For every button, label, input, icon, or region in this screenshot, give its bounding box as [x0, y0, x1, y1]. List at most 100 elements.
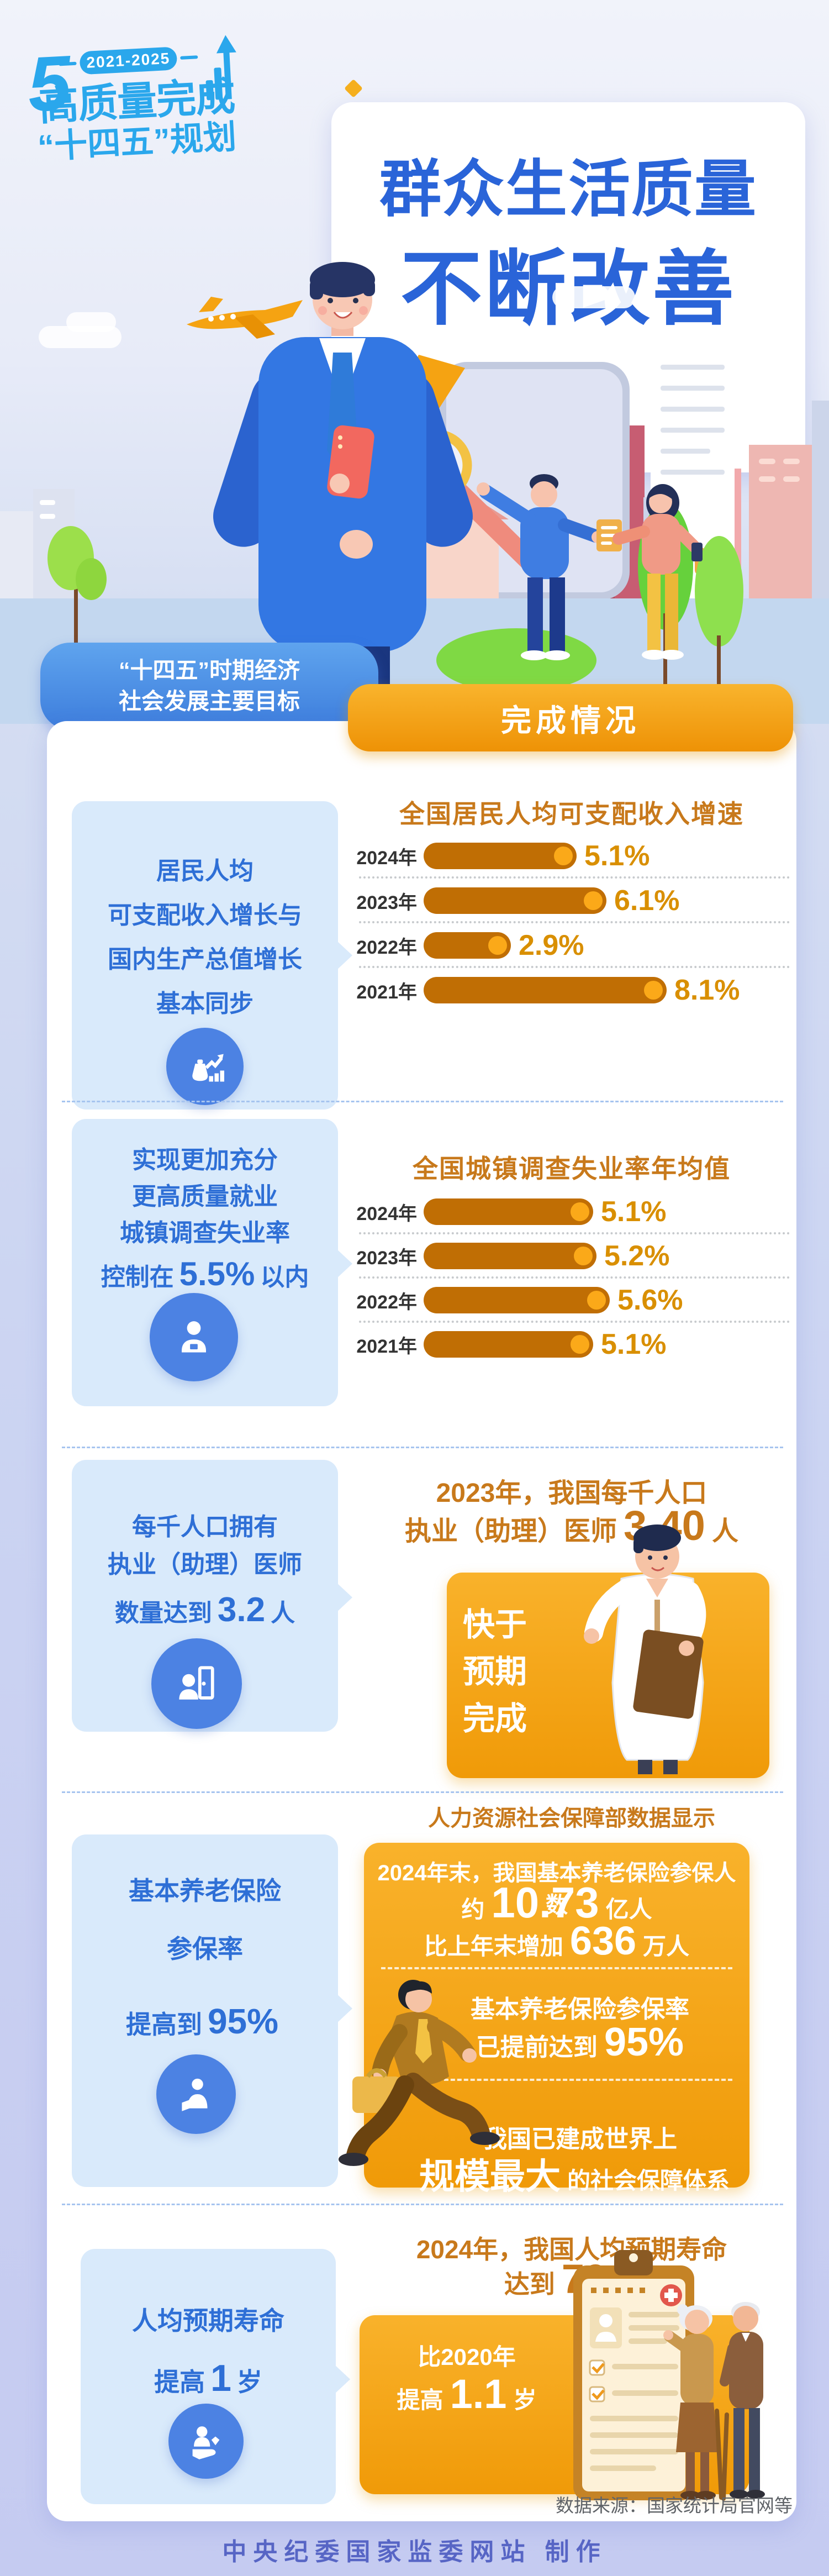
woman-with-phone: [612, 484, 703, 660]
goal-line-big: 3.2: [217, 1591, 266, 1629]
bar-row: 2022年 5.6%: [353, 1284, 795, 1316]
bar-value: 5.2%: [604, 1240, 670, 1272]
bar-row: 2023年 5.2%: [353, 1240, 795, 1272]
section-divider: [62, 1101, 783, 1102]
care-icon: [168, 2404, 244, 2479]
stat-heading-pre: 达到: [504, 2270, 555, 2299]
goal-box-pension: 基本养老保险 参保率 提高到 95%: [72, 1834, 352, 2187]
row-divider: [359, 876, 790, 879]
goal-box-lifespan: 人均预期寿命 提高 1 岁: [81, 2249, 350, 2504]
goal-line: 居民人均: [156, 858, 254, 885]
chart-title: 全国城镇调查失业率年均值: [413, 1154, 731, 1183]
panel-divider: [381, 1967, 732, 1969]
goal-line-pre: 控制在: [101, 1264, 174, 1291]
elderly-couple-illustration: [663, 2302, 765, 2501]
logo-title-line2: “十四五”规划: [36, 118, 237, 166]
panel-line-big: 95%: [604, 2020, 684, 2064]
worker-icon: [150, 1293, 238, 1381]
panel-line: 比2020年: [418, 2344, 516, 2370]
speech-tail: [336, 940, 352, 971]
bar: [424, 1198, 593, 1225]
bar: [424, 932, 511, 959]
goal-line-post: 人: [271, 1600, 295, 1627]
bar: [424, 1287, 610, 1313]
stat-heading-pre: 执业（助理）医师: [405, 1517, 617, 1546]
section-divider: [62, 2204, 783, 2205]
stat-heading: 人力资源社会保障部数据显示: [428, 1806, 715, 1831]
man-with-magnifier: [477, 474, 604, 660]
bar-knob: [587, 1291, 606, 1310]
panel-line: 2024年末，我国基本养老保险参保人数: [377, 1861, 736, 1917]
status-badge: 快于 预期 完成: [462, 1601, 528, 1742]
stat-heading-line1: 2023年，我国每千人口: [436, 1479, 707, 1508]
stat-heading-post: 人: [711, 1517, 738, 1546]
health-clipboard-illustration: [573, 2250, 694, 2500]
bar: [424, 1243, 596, 1269]
panel-line-pre: 约: [461, 1896, 485, 1922]
row-divider: [359, 1321, 790, 1323]
badge-line: 完成: [462, 1701, 527, 1737]
speech-tail: [336, 1993, 352, 2025]
bar-value: 5.1%: [601, 1328, 667, 1360]
bar: [424, 887, 606, 914]
bar-value: 2.9%: [519, 929, 584, 961]
bar-row: 2022年 2.9%: [353, 929, 795, 961]
logo-dash: [59, 61, 77, 66]
bar-knob: [571, 1202, 589, 1221]
goal-line-post: 以内: [260, 1264, 309, 1291]
goal-box-income: 居民人均 可支配收入增长与 国内生产总值增长 基本同步: [72, 801, 352, 1110]
panel-line-big: 636: [569, 1919, 637, 1963]
goal-pill-line1: “十四五”时期经济: [119, 658, 300, 683]
panel-line-big: 10.73: [491, 1878, 599, 1927]
goal-line-pre: 数量达到: [114, 1600, 212, 1627]
goal-line: 国内生产总值增长: [108, 946, 302, 973]
goal-box-doctors: 每千人口拥有 执业（助理）医师 数量达到 3.2 人: [72, 1460, 352, 1732]
bar-value: 5.6%: [617, 1284, 683, 1316]
goal-line: 每千人口拥有: [132, 1513, 278, 1541]
panel-line-pre: 提高: [397, 2387, 443, 2413]
section-divider: [62, 1447, 783, 1448]
goal-line-big: 95%: [207, 2001, 279, 2041]
goal-line-big: 1: [210, 2357, 231, 2399]
bar-knob: [571, 1335, 589, 1354]
goal-header-pill: “十四五”时期经济 社会发展主要目标: [40, 643, 378, 730]
bar-value: 8.1%: [674, 974, 740, 1006]
bar: [424, 1331, 593, 1358]
badge-line: 快于: [462, 1607, 527, 1643]
bar-year-label: 2021年: [356, 981, 417, 1003]
goal-box-employment: 实现更加充分 更高质量就业 城镇调查失业率 控制在 5.5% 以内: [72, 1119, 352, 1406]
panel-divider: [431, 2079, 732, 2081]
goal-line: 执业（助理）医师: [108, 1551, 302, 1578]
row-divider: [359, 921, 790, 923]
runner-illustration: [339, 1980, 500, 2166]
speech-tail: [336, 1248, 352, 1279]
pension-icon: [156, 2054, 236, 2134]
bar: [424, 977, 667, 1003]
bar-year-label: 2023年: [356, 892, 417, 913]
bar-knob: [488, 936, 507, 955]
producer-credit: 中央纪委国家监委网站 制作: [222, 2538, 607, 2566]
row-divider: [359, 1232, 790, 1234]
goal-line: 实现更加充分: [132, 1147, 278, 1174]
bar-year-label: 2022年: [356, 937, 417, 958]
panel-line-post: 万人: [643, 1933, 690, 1959]
goal-line-pre: 提高: [154, 2368, 205, 2396]
logo-dash: [180, 55, 198, 60]
panel-line: 我国已建成世界上: [483, 2126, 677, 2153]
goal-line-post: 岁: [236, 2368, 262, 2396]
bar-year-label: 2021年: [356, 1336, 417, 1357]
bar-knob: [644, 981, 663, 1000]
panel-line-post: 岁: [513, 2387, 537, 2413]
money-growth-icon: [166, 1028, 244, 1105]
bar-knob: [584, 891, 603, 910]
cloud-icon: [39, 286, 635, 348]
row-divider: [359, 966, 790, 968]
growth-arrow-icon: [205, 35, 236, 101]
panel-line-post: 亿人: [605, 1896, 652, 1922]
badge-line: 预期: [462, 1654, 527, 1690]
stat-heading-line1: 2024年，我国人均预期寿命: [416, 2235, 727, 2264]
bar-row: 2024年 5.1%: [353, 1196, 795, 1228]
panel-line-pre: 比上年末增加: [424, 1933, 563, 1959]
bar-row: 2021年 5.1%: [353, 1328, 795, 1360]
